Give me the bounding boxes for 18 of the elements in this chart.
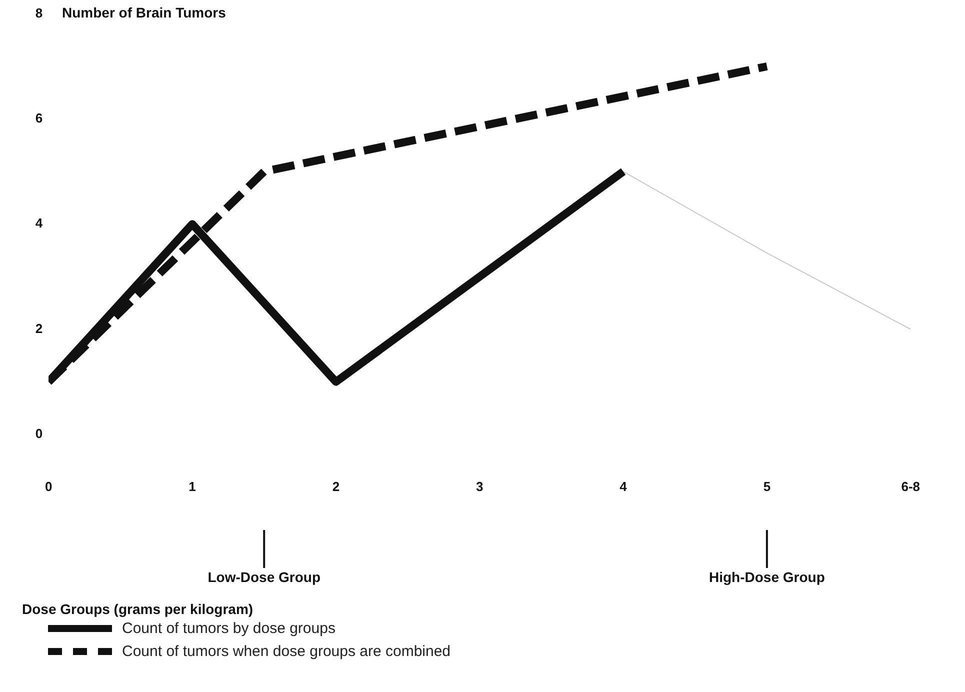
y-tick-label: 2 xyxy=(35,320,43,336)
x-tick-label: 3 xyxy=(476,478,484,494)
annotation: High-Dose Group xyxy=(708,568,825,585)
y-tick-label: 8 xyxy=(35,5,43,20)
legend-label: Count of tumors when dose groups are combined xyxy=(122,643,451,660)
y-tick-label: 0 xyxy=(35,426,43,441)
x-tick-label: 2 xyxy=(332,478,340,494)
text: Dose Groups (grams per kilogram) xyxy=(22,600,254,617)
x-tick-label: 6-8 xyxy=(901,478,920,494)
legend-label: Count of tumors by dose groups xyxy=(122,620,336,637)
x-tick-label: 0 xyxy=(45,478,52,494)
x-tick-label: 4 xyxy=(620,478,628,494)
y-tick-label: 4 xyxy=(35,216,44,231)
y-axis-title: Number of Brain Tumors xyxy=(62,4,226,21)
x-tick-label: 5 xyxy=(763,478,771,494)
x-tick-label: 1 xyxy=(188,478,196,494)
annotation: Low-Dose Group xyxy=(208,568,321,585)
y-tick-label: 6 xyxy=(35,110,43,126)
